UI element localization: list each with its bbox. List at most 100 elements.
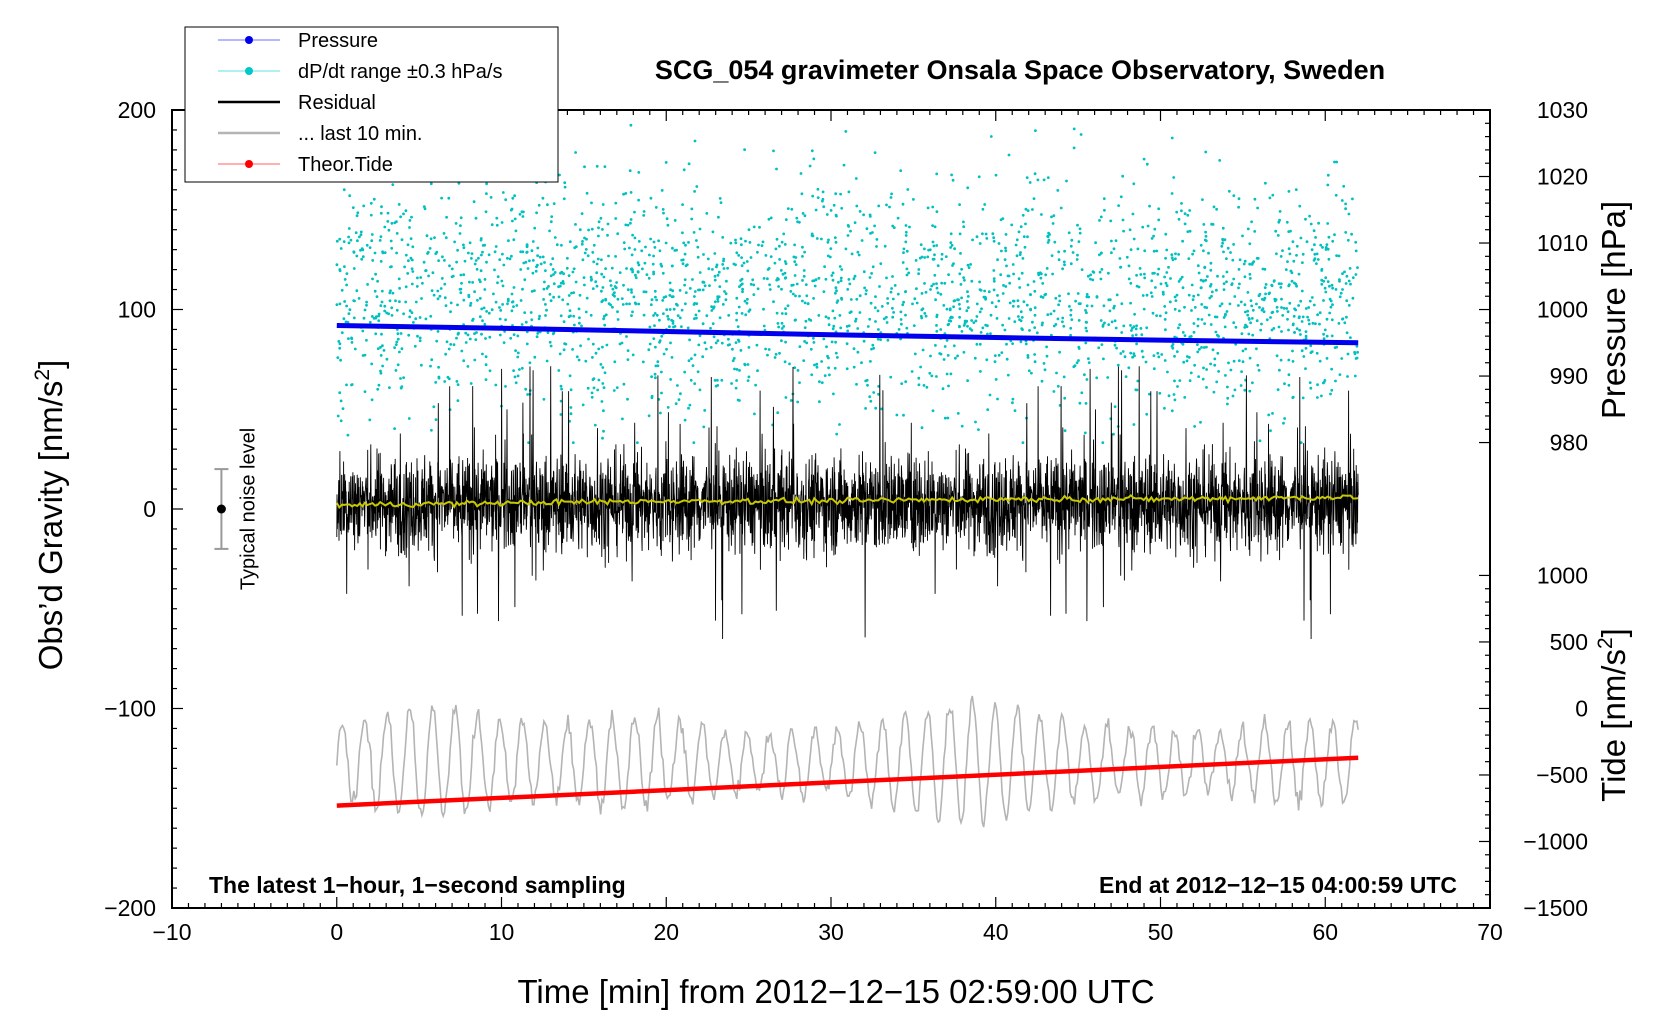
dpdt-point xyxy=(1020,327,1024,330)
dpdt-point xyxy=(634,276,638,280)
dpdt-point xyxy=(1283,382,1286,386)
dpdt-point xyxy=(623,247,627,251)
pressure-tick-label: 980 xyxy=(1550,430,1588,456)
dpdt-point xyxy=(855,204,859,208)
dpdt-point xyxy=(487,253,491,257)
dpdt-point xyxy=(1282,306,1286,310)
dpdt-point xyxy=(1243,259,1247,263)
dpdt-point xyxy=(630,291,633,294)
dpdt-point xyxy=(701,288,705,292)
dpdt-point xyxy=(877,385,880,388)
dpdt-point xyxy=(602,386,606,390)
dpdt-point xyxy=(1322,279,1326,283)
dpdt-point xyxy=(525,251,529,254)
dpdt-point xyxy=(1270,311,1274,315)
dpdt-point xyxy=(1140,333,1144,337)
dpdt-point xyxy=(833,236,837,240)
dpdt-point xyxy=(915,301,919,305)
dpdt-point xyxy=(559,281,563,285)
dpdt-point xyxy=(1077,319,1081,322)
dpdt-point xyxy=(404,300,408,304)
dpdt-point xyxy=(356,211,360,215)
dpdt-point xyxy=(534,269,538,273)
dpdt-point xyxy=(434,381,438,384)
dpdt-point xyxy=(1102,304,1106,308)
dpdt-point xyxy=(448,264,451,268)
dpdt-point xyxy=(1204,150,1208,154)
dpdt-point xyxy=(818,380,821,384)
dpdt-point xyxy=(644,290,648,294)
dpdt-point xyxy=(1065,179,1068,183)
dpdt-point xyxy=(622,283,625,287)
dpdt-point xyxy=(973,356,977,360)
dpdt-point xyxy=(611,287,615,291)
dpdt-point xyxy=(718,285,722,288)
dpdt-point xyxy=(1237,197,1241,201)
dpdt-point xyxy=(347,235,350,239)
dpdt-point xyxy=(767,217,771,221)
dpdt-point xyxy=(572,267,576,271)
dpdt-point xyxy=(967,306,970,309)
dpdt-point xyxy=(920,426,924,430)
dpdt-point xyxy=(845,367,849,371)
dpdt-point xyxy=(684,291,688,294)
dpdt-point xyxy=(694,313,698,317)
dpdt-point xyxy=(443,380,447,383)
dpdt-point xyxy=(521,287,524,291)
dpdt-point xyxy=(657,239,660,243)
dpdt-point xyxy=(552,295,555,299)
dpdt-point xyxy=(804,283,808,286)
dpdt-point xyxy=(1299,299,1303,303)
dpdt-point xyxy=(1135,284,1139,288)
dpdt-point xyxy=(381,251,385,255)
dpdt-point xyxy=(1007,153,1011,157)
dpdt-point xyxy=(1241,234,1244,238)
x-tick-label: 70 xyxy=(1477,919,1503,945)
dpdt-point xyxy=(443,296,447,300)
dpdt-point xyxy=(1067,231,1071,235)
dpdt-point xyxy=(347,241,351,245)
dpdt-point xyxy=(352,316,356,320)
dpdt-point xyxy=(812,341,816,344)
dpdt-point xyxy=(923,256,927,259)
dpdt-point xyxy=(692,441,696,444)
dpdt-point xyxy=(691,278,694,281)
dpdt-point xyxy=(636,441,639,444)
dpdt-point xyxy=(1077,359,1080,362)
dpdt-point xyxy=(776,277,779,280)
dpdt-point xyxy=(1345,274,1349,278)
dpdt-point xyxy=(1229,368,1233,372)
dpdt-point xyxy=(827,323,831,327)
dpdt-point xyxy=(958,232,962,236)
dpdt-point xyxy=(865,378,869,382)
dpdt-point xyxy=(652,314,655,317)
dpdt-point xyxy=(1340,199,1344,202)
dpdt-point xyxy=(832,324,836,328)
sampling-annotation: The latest 1−hour, 1−second sampling xyxy=(209,872,626,898)
dpdt-point xyxy=(780,327,784,330)
dpdt-point xyxy=(1208,296,1212,300)
dpdt-point xyxy=(886,297,889,300)
dpdt-point xyxy=(513,375,517,379)
dpdt-point xyxy=(470,252,474,256)
dpdt-point xyxy=(828,373,831,377)
dpdt-point xyxy=(533,226,537,230)
dpdt-point xyxy=(1193,425,1196,428)
dpdt-point xyxy=(1186,230,1190,234)
dpdt-point xyxy=(342,188,346,192)
dpdt-point xyxy=(1205,386,1208,389)
dpdt-point xyxy=(389,265,392,269)
dpdt-point xyxy=(847,324,851,328)
dpdt-point xyxy=(1247,318,1251,321)
dpdt-point xyxy=(996,294,999,297)
dpdt-point xyxy=(529,311,533,314)
dpdt-point xyxy=(950,243,954,247)
dpdt-point xyxy=(836,356,839,359)
dpdt-point xyxy=(1170,344,1174,348)
dpdt-point xyxy=(805,294,809,298)
dpdt-point xyxy=(802,274,806,278)
dpdt-point xyxy=(1021,441,1025,444)
dpdt-point xyxy=(949,232,953,236)
dpdt-point xyxy=(376,279,379,283)
dpdt-point xyxy=(518,368,521,371)
